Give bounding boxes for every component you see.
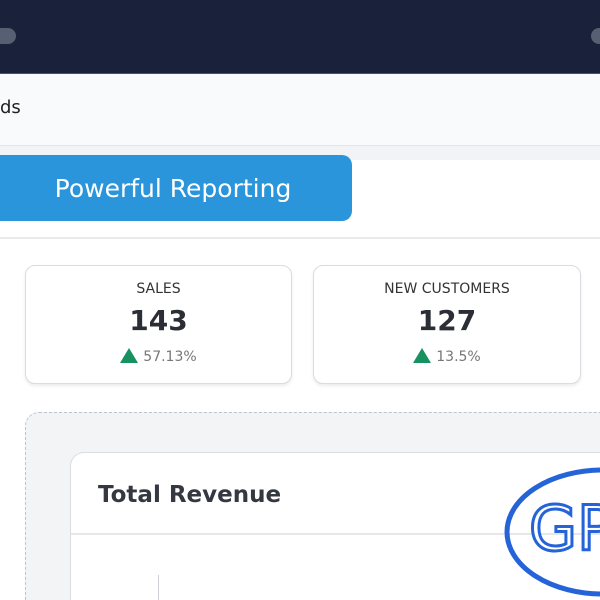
breadcrumb-bar	[0, 74, 600, 146]
logo-text: GP	[529, 492, 600, 565]
nav-pill-left[interactable]	[0, 28, 16, 44]
divider	[0, 237, 600, 239]
nav-pill-right[interactable]	[591, 28, 600, 44]
card-divider	[71, 533, 600, 535]
logo-ellipse	[504, 467, 600, 597]
stat-label: NEW CUSTOMERS	[384, 281, 510, 297]
chart-axis	[158, 575, 159, 600]
trend-up-icon	[120, 348, 139, 363]
breadcrumb[interactable]: ds	[0, 97, 21, 118]
trend-up-icon	[413, 348, 432, 363]
stat-card-new-customers: NEW CUSTOMERS 127 13.5%	[313, 265, 581, 384]
stat-change: 57.13%	[26, 348, 291, 365]
stat-card-sales: SALES 143 57.13%	[25, 265, 292, 384]
top-navbar	[0, 0, 600, 74]
stat-change-value: 57.13%	[143, 349, 197, 365]
stat-value: 143	[129, 304, 188, 337]
stat-label: SALES	[136, 281, 181, 297]
powerful-reporting-button[interactable]: Powerful Reporting	[0, 155, 352, 221]
stat-value: 127	[417, 304, 477, 337]
stat-change: 13.5%	[314, 348, 580, 365]
watermark-logo: GP	[504, 467, 600, 597]
stat-change-value: 13.5%	[436, 349, 481, 365]
card-title: Total Revenue	[98, 482, 282, 508]
